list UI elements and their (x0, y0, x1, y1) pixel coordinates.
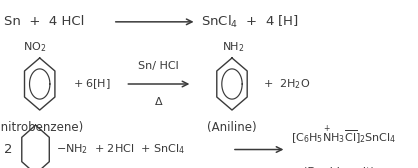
Text: NH$_2$: NH$_2$ (222, 40, 244, 54)
Text: $-$NH$_2$  + 2HCl  + SnCl$_4$: $-$NH$_2$ + 2HCl + SnCl$_4$ (56, 143, 184, 156)
Text: $+$ 6[H]: $+$ 6[H] (73, 77, 111, 91)
Text: 2: 2 (4, 143, 13, 156)
Text: SnCl$_4$  +  4 [H]: SnCl$_4$ + 4 [H] (201, 14, 298, 30)
Text: $[\mathrm{C_6H_5\overset{+}{N}H_3\overline{Cl}}]_2\mathrm{SnCl_4}$: $[\mathrm{C_6H_5\overset{+}{N}H_3\overli… (291, 123, 396, 146)
Text: $+$  2H$_2$O: $+$ 2H$_2$O (263, 77, 311, 91)
Text: Sn  +  4 HCl: Sn + 4 HCl (4, 15, 84, 28)
Text: $\Delta$: $\Delta$ (154, 95, 163, 107)
Text: (Aniline): (Aniline) (207, 121, 257, 134)
Text: Sn/ HCl: Sn/ HCl (138, 60, 179, 71)
Text: (nitrobenzene): (nitrobenzene) (0, 121, 83, 134)
Text: (Double salt): (Double salt) (303, 166, 375, 168)
Text: NO$_2$: NO$_2$ (23, 40, 46, 54)
